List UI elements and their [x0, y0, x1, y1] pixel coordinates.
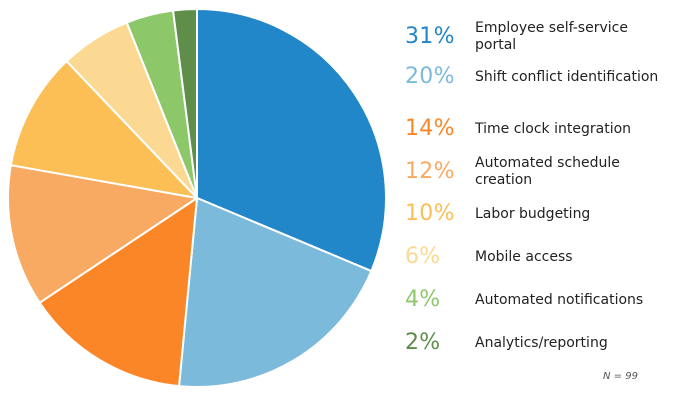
legend-item-automated-notifications: 4% Automated notifications — [405, 288, 667, 312]
pie-slice-time-clock-integration — [38, 197, 198, 388]
legend-label: Analytics/reporting — [475, 334, 608, 351]
pie-slice-analytics-reporting — [172, 8, 198, 199]
pie-slices — [6, 8, 387, 388]
legend-label: Automated notifications — [475, 291, 644, 308]
legend-value: 20% — [405, 64, 455, 89]
legend-value: 12% — [405, 159, 455, 184]
legend-item-labor-budgeting: 10% Labor budgeting — [405, 202, 667, 226]
legend-value: 10% — [405, 201, 455, 226]
legend-label: Mobile access — [475, 248, 573, 265]
legend-value: 14% — [405, 116, 455, 141]
legend-value: 6% — [405, 244, 441, 269]
legend-label: Labor budgeting — [475, 205, 591, 222]
legend-label: Automated schedule creation — [475, 155, 620, 188]
pie-slice-shift-conflict-identification — [178, 197, 373, 388]
legend-value: 4% — [405, 287, 441, 312]
legend-item-automated-schedule-creation: 12% Automated schedule creation — [405, 155, 667, 189]
legend-item-time-clock-integration: 14% Time clock integration — [405, 117, 667, 141]
legend-label: Time clock integration — [475, 120, 632, 137]
pie-slice-automated-schedule-creation — [6, 164, 198, 304]
legend-label: Shift conflict identification — [475, 68, 659, 85]
sample-size-note: N = 99 — [603, 371, 638, 382]
legend-label: Employee self-service portal — [475, 20, 628, 53]
legend-item-analytics-reporting: 2% Analytics/reporting — [405, 331, 667, 355]
legend-item-mobile-access: 6% Mobile access — [405, 245, 667, 269]
legend-value: 31% — [405, 24, 455, 49]
pie-slice-labor-budgeting — [9, 60, 198, 199]
pie-slice-employee-self-service-portal — [196, 8, 387, 273]
legend-item-shift-conflict-identification: 20% Shift conflict identification — [405, 65, 667, 89]
legend-value: 2% — [405, 330, 441, 355]
legend-item-employee-self-service-portal: 31% Employee self-service portal — [405, 20, 667, 54]
